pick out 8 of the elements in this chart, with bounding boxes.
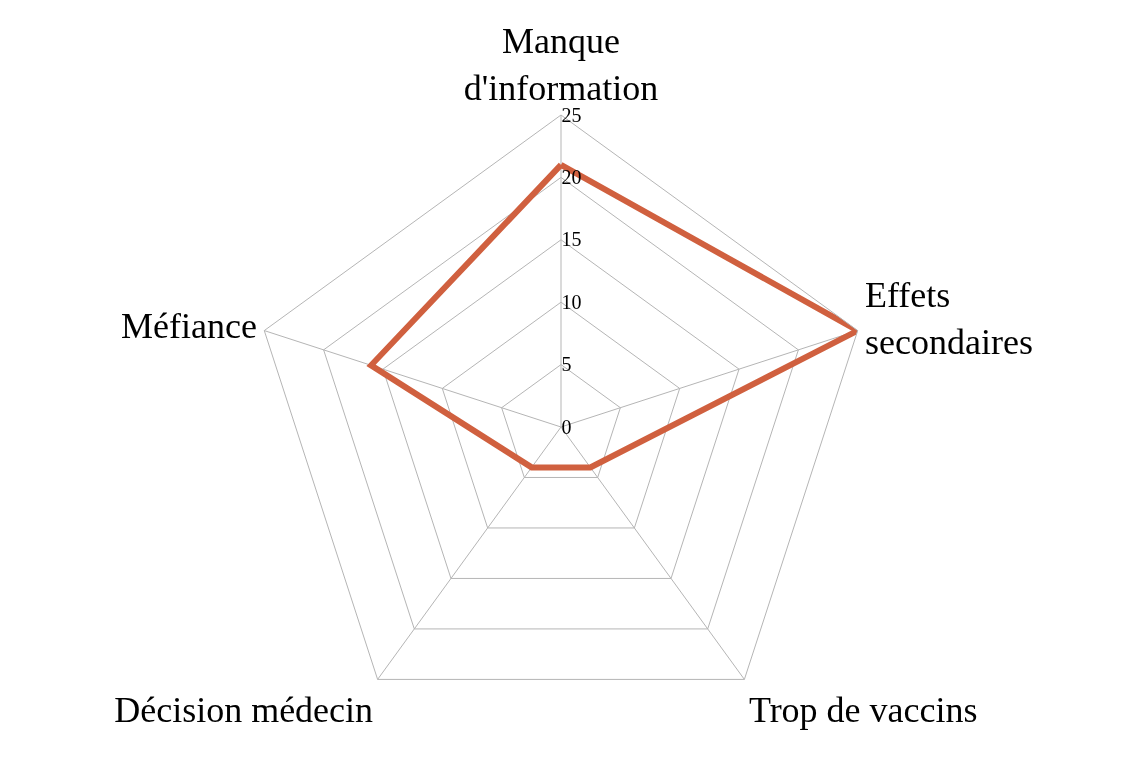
- spoke-label: Méfiance: [121, 305, 257, 346]
- spoke-label: Effets secondaires: [865, 275, 1033, 363]
- y-tick-label: 15: [561, 228, 582, 251]
- y-tick-label: 5: [561, 353, 572, 376]
- y-tick-label: 10: [561, 290, 582, 313]
- y-tick-label: 0: [561, 415, 572, 438]
- spoke-label: Décision médecin: [114, 690, 374, 731]
- spoke-label: Trop de vaccins: [748, 690, 978, 731]
